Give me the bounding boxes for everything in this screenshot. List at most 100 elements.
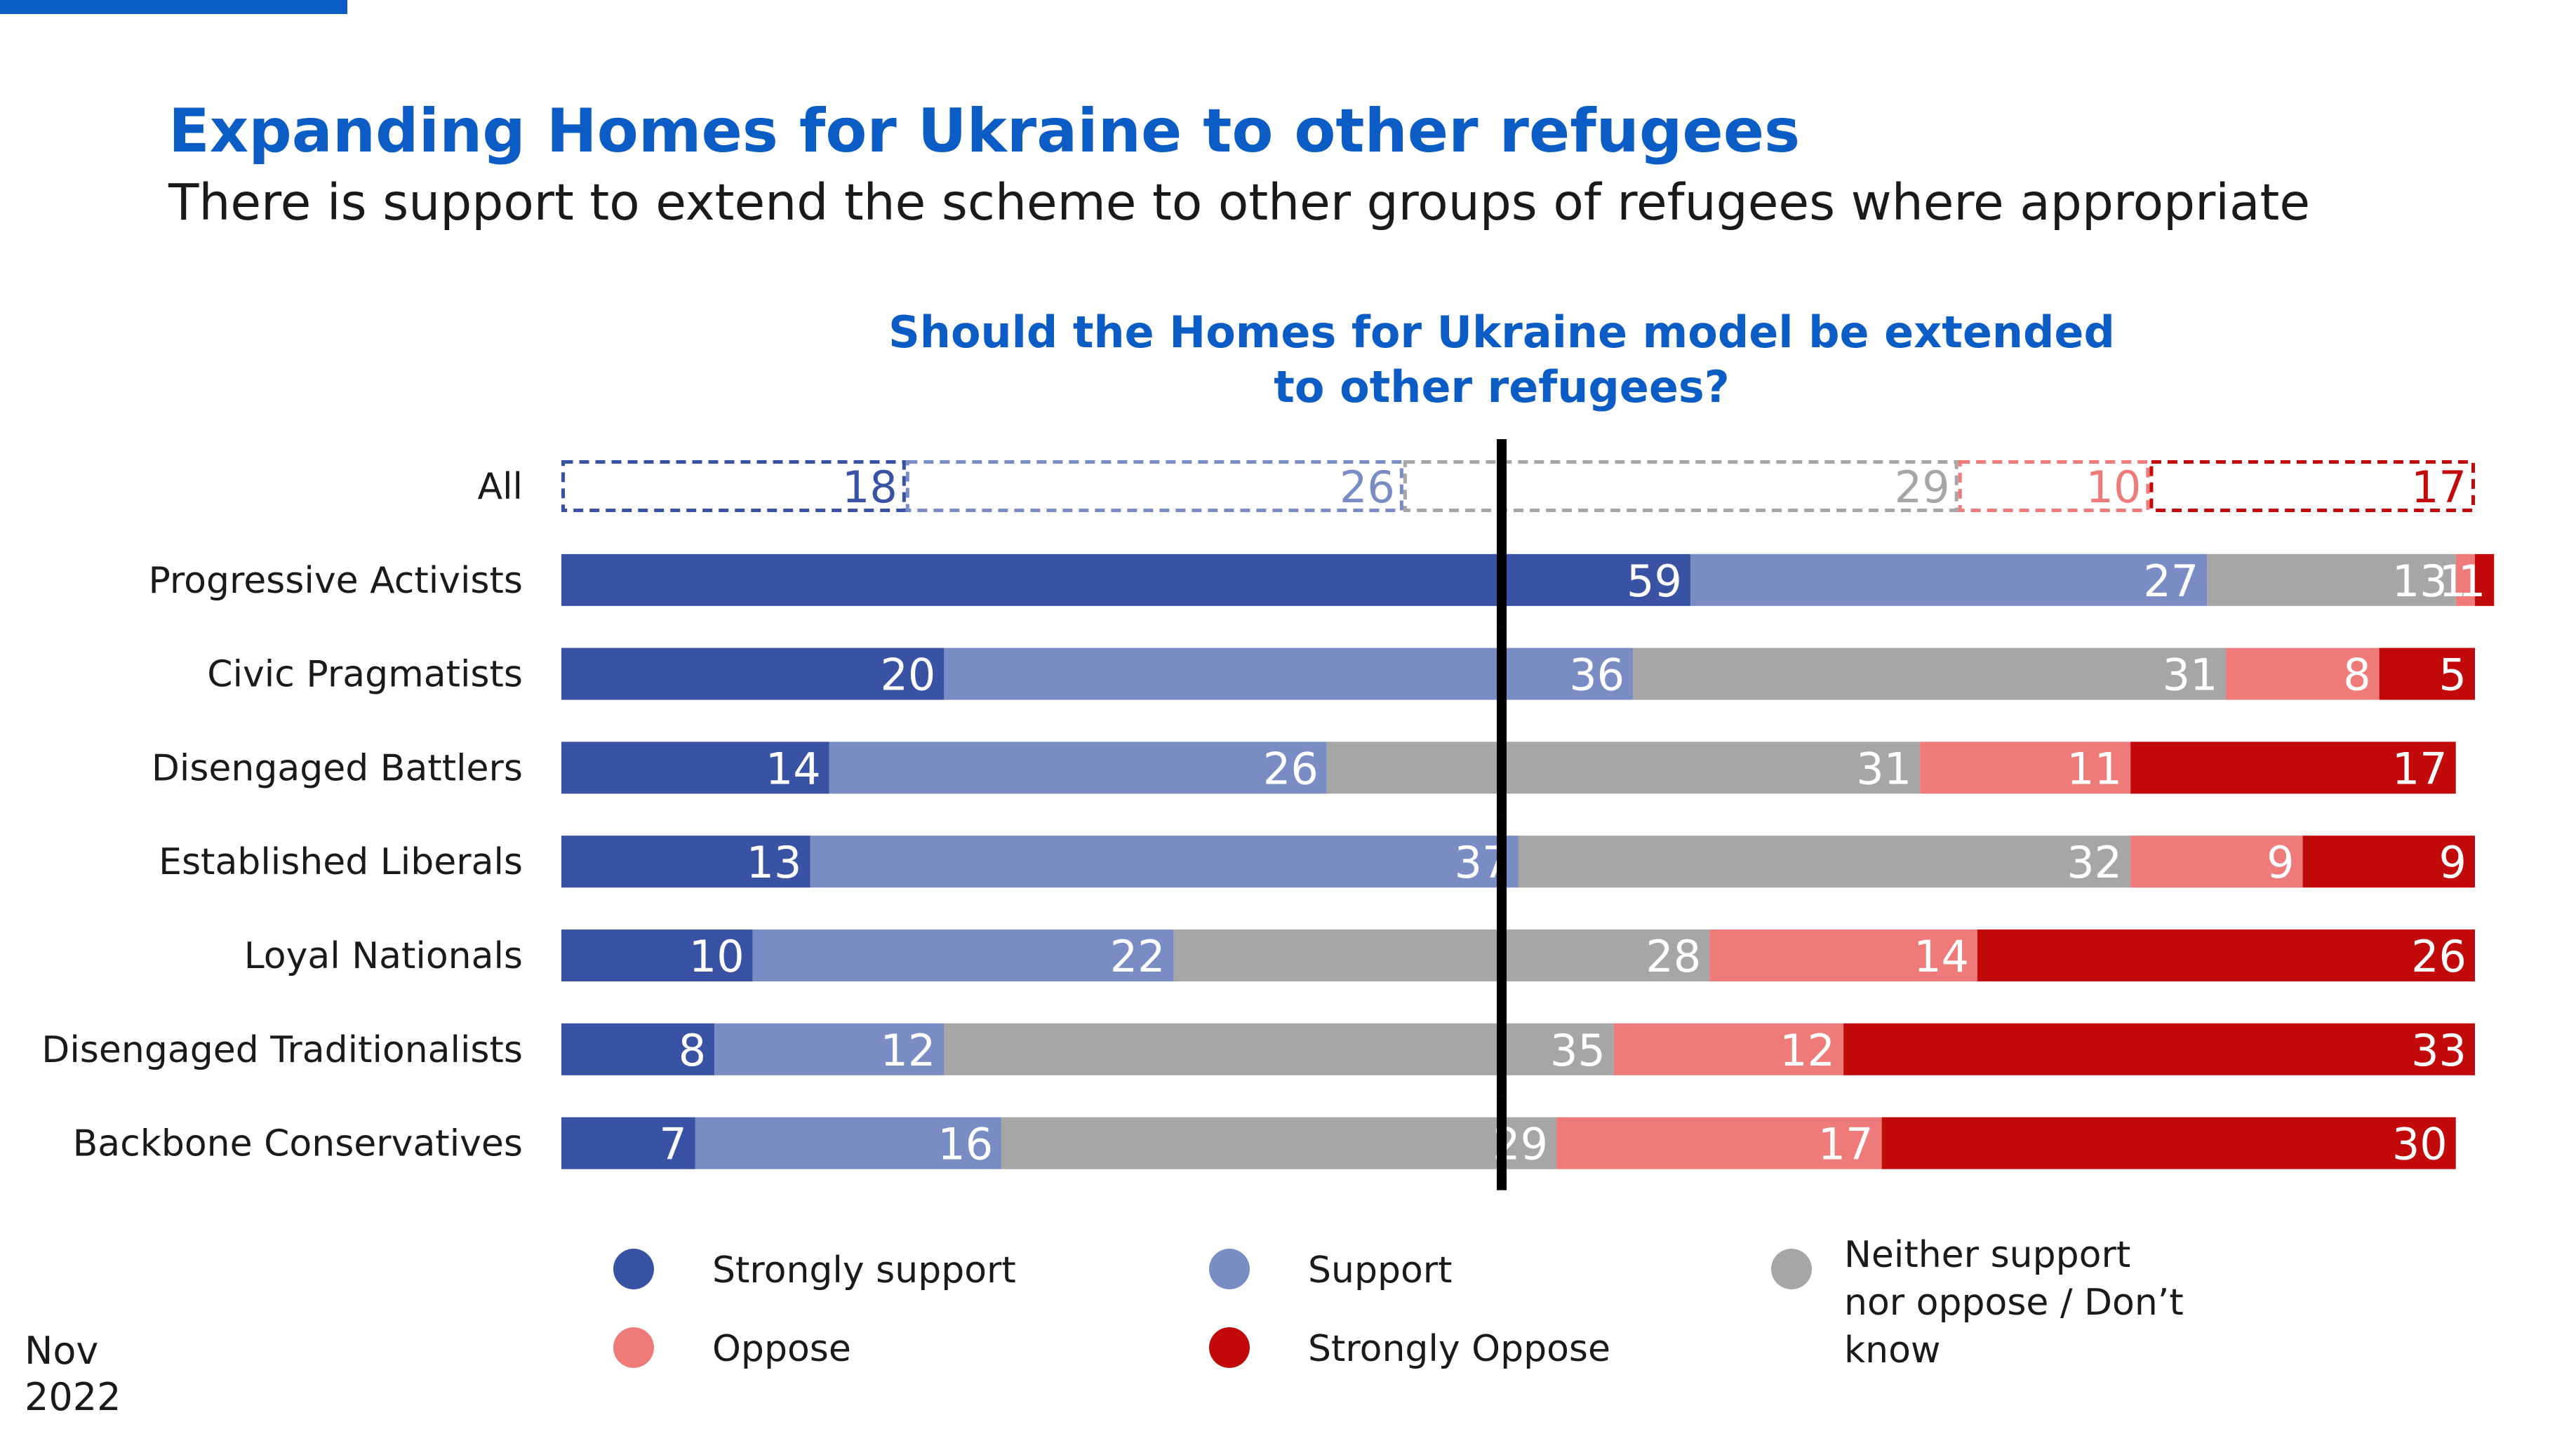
data-label: 9: [2267, 837, 2294, 888]
legend-label: know: [1844, 1329, 1940, 1371]
data-label: 5: [2439, 650, 2467, 701]
data-label: 14: [1914, 931, 1969, 982]
data-label: 29: [1895, 462, 1950, 513]
data-label: 20: [880, 650, 935, 701]
slide-subtitle: There is support to extend the scheme to…: [168, 173, 2311, 231]
bar-disengaged-traditionalists-strongly-support: [561, 1023, 715, 1075]
data-label: 16: [937, 1119, 993, 1170]
bar-all-support: [905, 460, 1403, 512]
category-label-all: All: [478, 466, 523, 508]
data-label: 7: [659, 1119, 686, 1170]
date-label: Nov 2022: [25, 1328, 121, 1421]
bar-civic-pragmatists-strongly-support: [561, 647, 945, 700]
data-label: 13: [747, 837, 802, 888]
category-label-backbone-conservatives: Backbone Conservatives: [73, 1123, 523, 1165]
data-label: 17: [1818, 1119, 1874, 1170]
bar-disengaged-traditionalists-strongly-oppose: [1843, 1023, 2475, 1075]
legend-marker-support: [1209, 1249, 1250, 1289]
data-label: 33: [2411, 1025, 2467, 1076]
data-label: 32: [2067, 837, 2122, 888]
bar-progressive-activists-strongly-support: [561, 553, 1690, 606]
bar-established-liberals-strongly-oppose: [2302, 835, 2475, 888]
category-label-loyal-nationals: Loyal Nationals: [244, 935, 523, 977]
data-label: 10: [689, 931, 745, 982]
data-label: 17: [2411, 462, 2467, 513]
bar-disengaged-traditionalists-oppose: [1613, 1023, 1844, 1075]
data-label: 26: [1263, 743, 1319, 794]
data-label: 35: [1550, 1025, 1606, 1076]
chart-title: to other refugees?: [1274, 361, 1730, 412]
midpoint-marker: [1497, 1096, 1507, 1190]
bar-disengaged-battlers-oppose: [1920, 741, 2131, 794]
legend-label: Neither support: [1844, 1234, 2130, 1276]
legend-label: Strongly Oppose: [1308, 1328, 1610, 1370]
data-label: 10: [2086, 462, 2142, 513]
legend-label: Oppose: [712, 1328, 851, 1370]
bar-loyal-nationals-strongly-oppose: [1977, 929, 2475, 981]
data-label: 31: [2163, 650, 2218, 701]
bar-backbone-conservatives-support: [695, 1117, 1002, 1169]
midpoint-marker: [1497, 1002, 1507, 1096]
bar-disengaged-traditionalists-neither: [944, 1023, 1614, 1075]
legend-marker-neither: [1771, 1249, 1812, 1289]
bar-civic-pragmatists-strongly-oppose: [2379, 647, 2475, 700]
data-label: 18: [842, 462, 897, 513]
bar-all-strongly-support: [561, 460, 906, 512]
data-label: 22: [1110, 931, 1166, 982]
data-label: 12: [1780, 1025, 1835, 1076]
bar-loyal-nationals-support: [752, 929, 1174, 981]
bar-all-neither: [1403, 460, 1958, 512]
bar-disengaged-battlers-strongly-oppose: [2130, 741, 2456, 794]
bar-civic-pragmatists-neither: [1633, 647, 2227, 700]
bar-progressive-activists-support: [1690, 553, 2208, 606]
bar-established-liberals-strongly-support: [561, 835, 810, 888]
data-label: 11: [2067, 743, 2122, 794]
bar-all-oppose: [1958, 460, 2150, 512]
data-label: 12: [880, 1025, 935, 1076]
category-label-disengaged-traditionalists: Disengaged Traditionalists: [41, 1029, 523, 1071]
bar-loyal-nationals-oppose: [1709, 929, 1977, 981]
data-label: 59: [1627, 556, 1682, 607]
data-label: 17: [2392, 743, 2448, 794]
category-label-established-liberals: Established Liberals: [159, 841, 523, 883]
top-accent-bar: [0, 0, 347, 14]
bar-progressive-activists-strongly-oppose: [2475, 553, 2495, 606]
data-label: 30: [2392, 1119, 2448, 1170]
legend-label: nor oppose / Don’t: [1844, 1282, 2184, 1324]
data-label: 26: [2411, 931, 2467, 982]
midpoint-marker: [1497, 439, 1507, 533]
bar-all-strongly-oppose: [2149, 460, 2475, 512]
legend-marker-strongly-oppose: [1209, 1327, 1250, 1368]
bar-loyal-nationals-strongly-support: [561, 929, 753, 981]
bar-backbone-conservatives-oppose: [1556, 1117, 1882, 1169]
bar-disengaged-battlers-support: [829, 741, 1327, 794]
bar-backbone-conservatives-strongly-oppose: [1881, 1117, 2456, 1169]
category-label-civic-pragmatists: Civic Pragmatists: [207, 654, 523, 696]
date-month: Nov: [25, 1329, 99, 1373]
legend-marker-oppose: [613, 1327, 654, 1368]
data-label: 27: [2143, 556, 2198, 607]
midpoint-marker: [1497, 814, 1507, 909]
category-label-progressive-activists: Progressive Activists: [148, 560, 523, 602]
legend-label: Support: [1308, 1249, 1453, 1291]
bar-civic-pragmatists-oppose: [2226, 647, 2380, 700]
bar-established-liberals-support: [810, 835, 1519, 888]
bar-backbone-conservatives-neither: [1001, 1117, 1557, 1169]
bar-backbone-conservatives-strongly-support: [561, 1117, 695, 1169]
category-label-disengaged-battlers: Disengaged Battlers: [152, 747, 523, 789]
bar-progressive-activists-oppose: [2455, 553, 2475, 606]
date-year: 2022: [25, 1374, 121, 1419]
data-label: 14: [766, 743, 821, 794]
data-label: 1: [2458, 556, 2485, 607]
bar-progressive-activists-neither: [2207, 553, 2456, 606]
midpoint-marker: [1497, 908, 1507, 1002]
data-label: 31: [1856, 743, 1911, 794]
data-label: 28: [1646, 931, 1701, 982]
data-label: 36: [1569, 650, 1624, 701]
bar-established-liberals-neither: [1518, 835, 2131, 888]
slide-title: Expanding Homes for Ukraine to other ref…: [168, 96, 1801, 166]
legend-marker-strongly-support: [613, 1249, 654, 1289]
midpoint-marker: [1497, 532, 1507, 627]
data-label: 13: [2392, 556, 2448, 607]
